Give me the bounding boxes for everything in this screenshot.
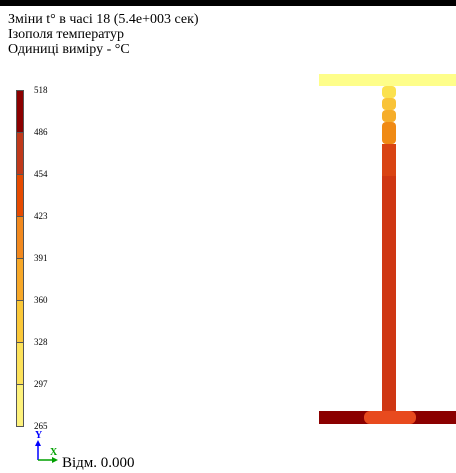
legend-tick: [16, 384, 24, 385]
legend-tick-label: 518: [34, 85, 48, 95]
web-isofield-band: [382, 98, 396, 110]
legend-tick-label: 265: [34, 421, 48, 431]
legend-color-band: [17, 385, 23, 427]
y-axis-label: Y: [35, 430, 43, 441]
legend-tick: [16, 216, 24, 217]
legend-tick-label: 454: [34, 169, 48, 179]
legend-tick-label: 486: [34, 127, 48, 137]
web-isofield-band: [382, 144, 396, 176]
legend-tick-label: 328: [34, 337, 48, 347]
web-isofield-band: [382, 86, 396, 98]
x-axis-label: X: [50, 447, 58, 458]
units-title: Одиниці виміру - °C: [8, 42, 130, 57]
legend-tick: [16, 300, 24, 301]
legend-tick-label: 423: [34, 211, 48, 221]
legend-tick-label: 391: [34, 253, 48, 263]
web-isofield-band: [382, 176, 396, 411]
elevation-label: Відм. 0.000: [62, 455, 135, 471]
legend-tick: [16, 132, 24, 133]
plot-header: Зміни t° в часі 18 (5.4e+003 сек) Ізопол…: [8, 12, 199, 57]
legend-tick: [16, 342, 24, 343]
web-isofield-band: [382, 110, 396, 122]
legend-color-band: [17, 175, 23, 217]
legend-color-band: [17, 343, 23, 385]
legend-tick: [16, 258, 24, 259]
isofield-title: Ізополя температур: [8, 27, 125, 42]
legend-tick: [16, 90, 24, 91]
bottom-flange-hot-zone: [364, 411, 416, 424]
legend-tick-label: 297: [34, 379, 48, 389]
legend-tick-label: 360: [34, 295, 48, 305]
top-flange: [319, 74, 456, 86]
legend-color-band: [17, 91, 23, 133]
legend-tick: [16, 174, 24, 175]
legend-tick: [16, 426, 24, 427]
coordinate-axis-icon: Y X: [35, 430, 58, 463]
legend-color-band: [17, 133, 23, 175]
legend-color-band: [17, 301, 23, 343]
time-step-title: Зміни t° в часі 18 (5.4e+003 сек): [8, 12, 199, 27]
legend-color-band: [17, 259, 23, 301]
web-isofield-band: [382, 122, 396, 144]
legend-color-band: [17, 217, 23, 259]
window-top-border: [0, 0, 456, 6]
